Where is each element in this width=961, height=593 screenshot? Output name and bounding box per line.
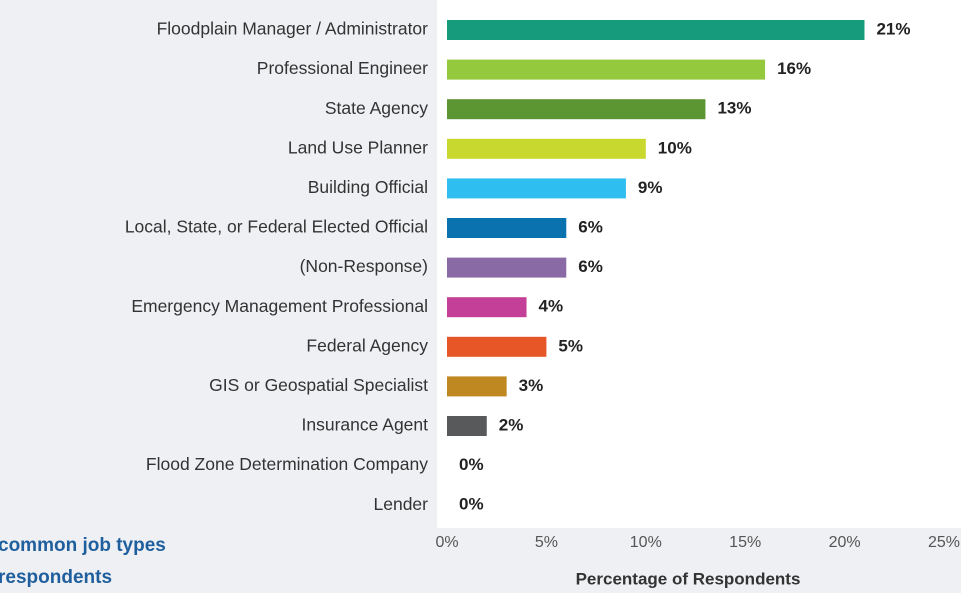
x-tick-label: 5% — [535, 534, 558, 551]
bar — [447, 376, 507, 397]
value-label: 5% — [558, 336, 583, 355]
x-tick-label: 20% — [829, 534, 861, 551]
x-tick-label: 0% — [435, 534, 458, 551]
y-tick-label: Local, State, or Federal Elected Officia… — [125, 217, 428, 237]
caption-line: common job types — [0, 535, 166, 556]
x-tick-label: 25% — [928, 534, 960, 551]
value-label: 0% — [459, 455, 484, 474]
value-label: 2% — [499, 415, 524, 434]
y-tick-label: State Agency — [325, 98, 428, 118]
value-label: 16% — [777, 59, 811, 78]
y-tick-label: (Non-Response) — [300, 256, 428, 276]
value-label: 4% — [539, 297, 564, 316]
caption-line: respondents — [0, 567, 112, 588]
y-tick-label: Land Use Planner — [288, 137, 428, 157]
bar — [447, 336, 547, 357]
y-tick-label: Professional Engineer — [257, 58, 428, 78]
bar — [447, 138, 646, 159]
value-label: 6% — [578, 217, 603, 236]
y-tick-label: Lender — [374, 494, 429, 514]
y-tick-label: Building Official — [308, 177, 428, 197]
bar — [447, 178, 626, 199]
x-axis-title: Percentage of Respondents — [576, 569, 801, 588]
y-tick-label: Insurance Agent — [302, 415, 429, 435]
value-label: 10% — [658, 138, 692, 157]
y-tick-label: Federal Agency — [306, 335, 428, 355]
value-label: 13% — [717, 99, 751, 118]
value-label: 0% — [459, 495, 484, 514]
value-label: 21% — [876, 19, 910, 38]
value-label: 3% — [519, 376, 544, 395]
bar — [447, 20, 865, 40]
y-tick-label: GIS or Geospatial Specialist — [209, 375, 428, 395]
bar — [447, 99, 706, 120]
y-tick-label: Floodplain Manager / Administrator — [157, 19, 429, 39]
bar — [447, 297, 527, 318]
value-label: 6% — [578, 257, 603, 276]
y-tick-label: Flood Zone Determination Company — [146, 454, 428, 474]
x-tick-label: 15% — [729, 534, 761, 551]
x-tick-label: 10% — [630, 534, 662, 551]
bar — [447, 59, 766, 80]
value-label: 9% — [638, 178, 663, 197]
bar — [447, 218, 567, 238]
y-tick-label: Emergency Management Professional — [131, 296, 428, 316]
bar — [447, 257, 567, 278]
bar — [447, 416, 487, 436]
